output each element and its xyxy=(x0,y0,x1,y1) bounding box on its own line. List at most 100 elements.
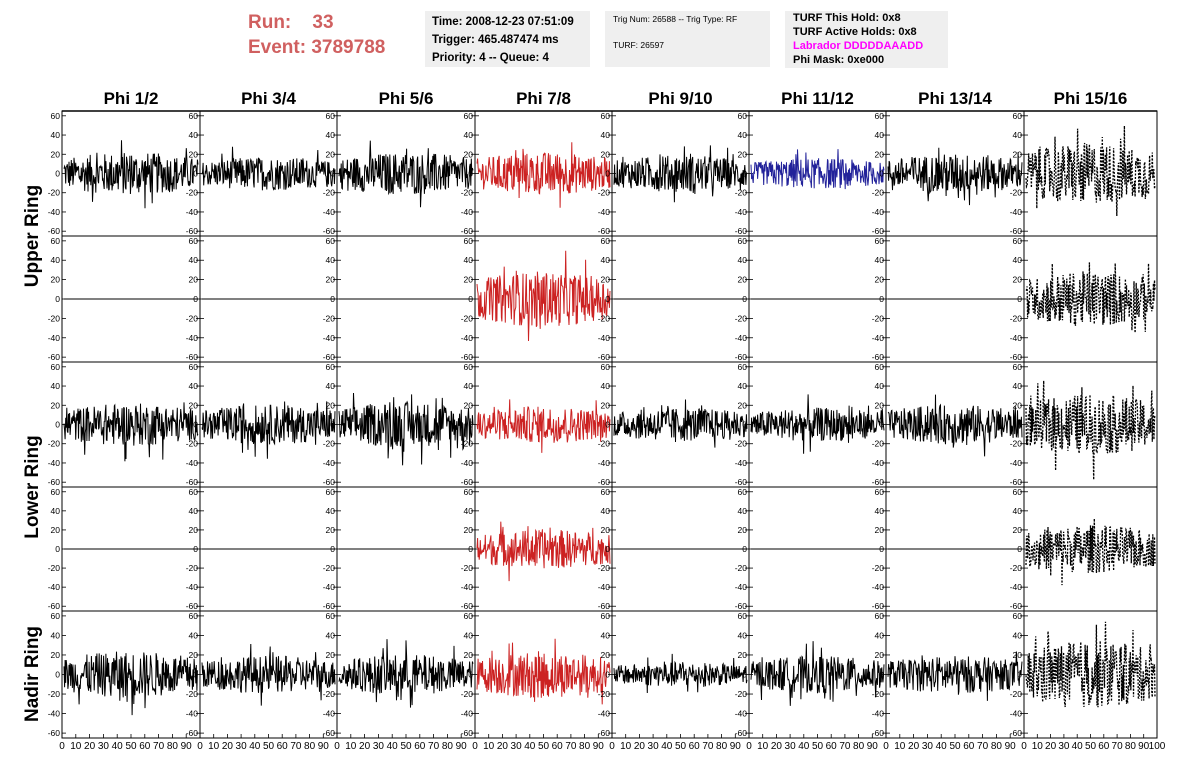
waveform-trace xyxy=(613,653,748,694)
y-tick-label: -40 xyxy=(323,333,336,343)
x-tick-label: 80 xyxy=(853,741,865,752)
x-tick-label: 100 xyxy=(1149,741,1166,752)
y-tick-label: 40 xyxy=(601,506,611,516)
y-tick-label: -60 xyxy=(461,477,474,487)
y-tick-label: 0 xyxy=(193,420,198,430)
x-tick-label: 40 xyxy=(249,741,261,752)
trigger-text: Trigger: 465.487474 ms xyxy=(432,34,559,46)
y-tick-label: 20 xyxy=(601,149,611,159)
y-tick-label: 20 xyxy=(51,275,61,285)
y-tick-label: 40 xyxy=(51,630,61,640)
y-tick-label: -60 xyxy=(598,477,611,487)
y-tick-label: 40 xyxy=(464,255,474,265)
y-tick-label: -40 xyxy=(323,458,336,468)
y-tick-label: 40 xyxy=(326,630,336,640)
x-tick-label: 80 xyxy=(1125,741,1137,752)
x-tick-label: 80 xyxy=(716,741,728,752)
y-tick-label: -60 xyxy=(1010,601,1023,611)
y-tick-label: -40 xyxy=(186,333,199,343)
y-tick-label: -60 xyxy=(735,226,748,236)
y-tick-label: -40 xyxy=(872,582,885,592)
x-tick-label: 90 xyxy=(730,741,742,752)
y-tick-label: -60 xyxy=(461,352,474,362)
y-tick-label: 40 xyxy=(738,381,748,391)
x-tick-label: 90 xyxy=(867,741,879,752)
waveform-trace xyxy=(1025,125,1156,217)
y-tick-label: -40 xyxy=(872,709,885,719)
x-tick-label: 20 xyxy=(1045,741,1057,752)
waveform-trace xyxy=(63,140,199,209)
y-tick-label: 0 xyxy=(55,670,60,680)
y-tick-label: 20 xyxy=(738,525,748,535)
x-tick-label: 0 xyxy=(609,741,615,752)
trig-num-text: Trig Num: 26588 -- Trig Type: RF xyxy=(613,14,738,24)
y-tick-label: -60 xyxy=(48,477,61,487)
y-tick-label: 20 xyxy=(464,400,474,410)
y-tick-label: -20 xyxy=(872,563,885,573)
x-tick-label: 40 xyxy=(387,741,399,752)
time-text: Time: 2008-12-23 07:51:09 xyxy=(432,16,574,28)
x-tick-label: 60 xyxy=(826,741,838,752)
y-tick-label: 60 xyxy=(51,611,61,621)
y-tick-label: 0 xyxy=(1017,670,1022,680)
y-tick-label: 20 xyxy=(464,525,474,535)
waveform-trace xyxy=(1025,621,1156,708)
y-tick-label: -20 xyxy=(1010,689,1023,699)
y-tick-label: 20 xyxy=(1013,650,1023,660)
y-tick-label: 20 xyxy=(326,275,336,285)
y-tick-label: 20 xyxy=(738,400,748,410)
x-tick-label: 30 xyxy=(785,741,797,752)
waveform-trace xyxy=(613,399,748,448)
y-tick-label: 60 xyxy=(326,362,336,372)
x-tick-label: 40 xyxy=(661,741,673,752)
y-tick-label: 0 xyxy=(605,169,610,179)
y-tick-label: 60 xyxy=(1013,362,1023,372)
x-tick-label: 80 xyxy=(579,741,591,752)
y-tick-label: 40 xyxy=(189,381,199,391)
y-tick-label: 40 xyxy=(189,630,199,640)
y-tick-label: -20 xyxy=(872,689,885,699)
y-tick-label: -40 xyxy=(186,582,199,592)
y-tick-label: 0 xyxy=(55,420,60,430)
x-tick-label: 50 xyxy=(949,741,961,752)
y-tick-label: -40 xyxy=(48,333,61,343)
y-tick-label: -20 xyxy=(735,439,748,449)
event-line: Event: 3789788 xyxy=(248,35,418,60)
y-tick-label: 40 xyxy=(464,506,474,516)
y-tick-label: -60 xyxy=(323,477,336,487)
y-tick-label: 0 xyxy=(330,670,335,680)
x-tick-label: 30 xyxy=(98,741,110,752)
x-tick-label: 40 xyxy=(524,741,536,752)
x-tick-label: 50 xyxy=(1085,741,1097,752)
y-tick-label: 0 xyxy=(55,294,60,304)
x-tick-label: 90 xyxy=(456,741,468,752)
waveform-trace xyxy=(613,145,748,203)
waveform-trace xyxy=(1025,262,1156,333)
y-tick-label: -60 xyxy=(461,728,474,738)
y-tick-label: -60 xyxy=(461,601,474,611)
y-tick-label: 60 xyxy=(1013,487,1023,497)
y-tick-label: 0 xyxy=(468,169,473,179)
waveform-trace xyxy=(338,140,474,208)
y-tick-label: 0 xyxy=(879,420,884,430)
y-tick-label: -60 xyxy=(186,226,199,236)
y-tick-label: 20 xyxy=(326,149,336,159)
y-tick-label: -60 xyxy=(1010,477,1023,487)
y-tick-label: -60 xyxy=(1010,352,1023,362)
y-tick-label: -20 xyxy=(48,689,61,699)
turf-info-box: TURF This Hold: 0x8 TURF Active Holds: 0… xyxy=(785,11,948,68)
y-tick-label: 20 xyxy=(601,275,611,285)
y-tick-label: -60 xyxy=(735,352,748,362)
y-tick-label: -20 xyxy=(48,313,61,323)
y-tick-label: -40 xyxy=(323,709,336,719)
y-tick-label: -60 xyxy=(735,477,748,487)
y-tick-label: 20 xyxy=(464,149,474,159)
waveform-trace xyxy=(887,147,1023,206)
y-tick-label: 60 xyxy=(464,111,474,121)
waveform-trace xyxy=(476,142,611,208)
y-tick-label: 20 xyxy=(601,525,611,535)
y-tick-label: 0 xyxy=(330,169,335,179)
y-tick-label: 0 xyxy=(879,544,884,554)
y-tick-label: 60 xyxy=(738,362,748,372)
y-tick-label: 20 xyxy=(1013,275,1023,285)
